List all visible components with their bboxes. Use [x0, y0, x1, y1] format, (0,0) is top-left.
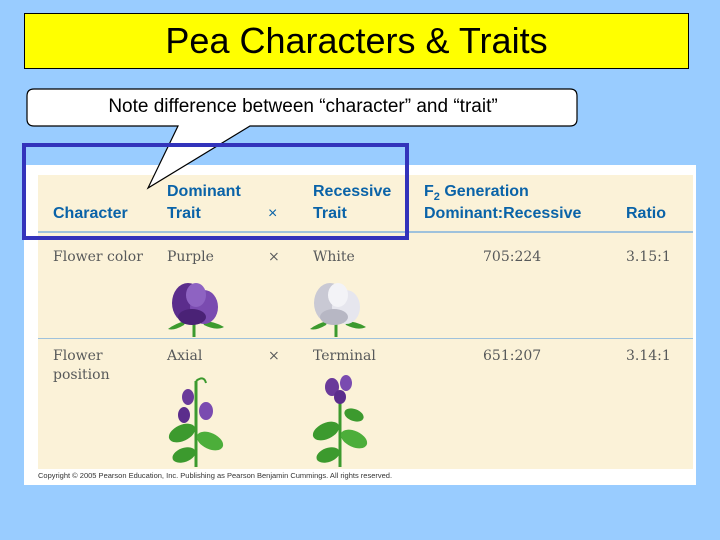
- header-f2-letter: F: [424, 183, 434, 200]
- row-rule: [38, 338, 693, 339]
- white-flower-icon: [310, 283, 366, 337]
- row2-recessive: Terminal: [313, 348, 376, 364]
- row2-dominant: Axial: [167, 348, 203, 364]
- slide-title: Pea Characters & Traits: [24, 13, 689, 69]
- header-f2-word: Generation: [439, 183, 529, 200]
- header-dominant-line1: Dominant: [167, 183, 241, 200]
- header-cross-sign: ×: [268, 205, 278, 222]
- header-dominant-recessive: Dominant:Recessive: [424, 205, 582, 222]
- header-recessive-line1: Recessive: [313, 183, 392, 200]
- copyright-text: Copyright © 2005 Pearson Education, Inc.…: [38, 471, 393, 480]
- row1-ratio: 3.15:1: [626, 249, 671, 265]
- row2-cross-sign: ×: [268, 348, 280, 364]
- row2-f2-count: 651:207: [483, 348, 542, 364]
- row1-dominant: Purple: [167, 249, 214, 265]
- header-f2-subscript: 2: [433, 191, 440, 204]
- table-background: Character Dominant Trait × Recessive Tra…: [38, 175, 693, 480]
- header-ratio: Ratio: [626, 205, 666, 222]
- row1-character: Flower color: [53, 249, 143, 265]
- header-dominant-line2: Trait: [167, 205, 201, 222]
- row2-character-line2: position: [53, 367, 110, 383]
- row1-cross-sign: ×: [268, 249, 280, 265]
- header-character: Character: [53, 205, 128, 222]
- traits-table: Character Dominant Trait × Recessive Tra…: [24, 165, 696, 485]
- row2-ratio: 3.14:1: [626, 348, 671, 364]
- terminal-plant-icon: [312, 375, 368, 467]
- row1-f2-count: 705:224: [483, 249, 542, 265]
- header-recessive-line2: Trait: [313, 205, 347, 222]
- header-f2-generation: F2 Generation: [424, 181, 529, 208]
- row2-character-line1: Flower: [53, 348, 103, 364]
- row1-recessive: White: [313, 249, 355, 265]
- callout-note: Note difference between “character” and …: [108, 96, 498, 117]
- purple-flower-icon: [168, 283, 224, 337]
- axial-plant-icon: [168, 377, 224, 467]
- header-rule: [38, 231, 693, 233]
- highlight-rectangle: [22, 143, 409, 240]
